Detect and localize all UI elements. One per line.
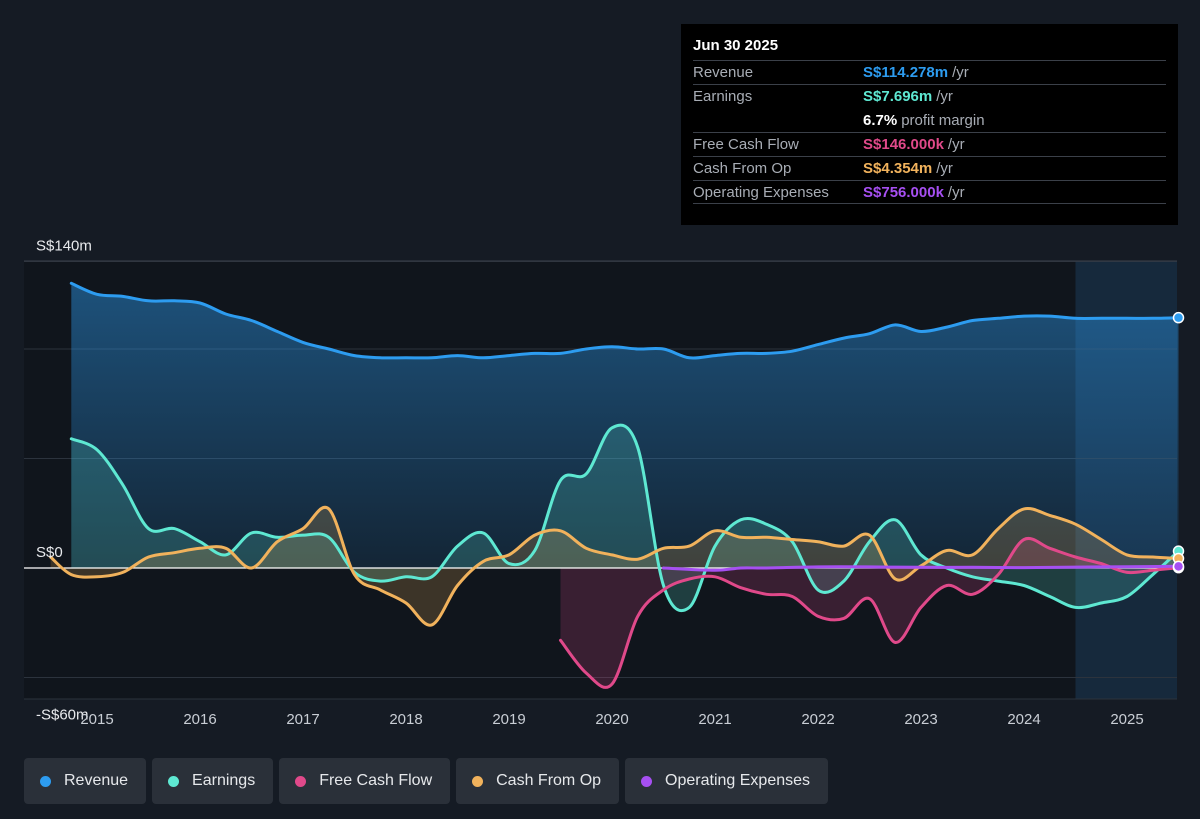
- x-tick-label: 2017: [286, 711, 319, 728]
- legend-label: Cash From Op: [496, 772, 602, 789]
- legend-dot-icon: [40, 775, 51, 787]
- operating-expenses-endpoint[interactable]: [1172, 560, 1185, 573]
- tooltip-row: 6.7% profit margin: [693, 108, 1166, 132]
- tooltip-date: Jun 30 2025: [693, 37, 779, 54]
- legend-dot-icon: [168, 775, 180, 787]
- earnings-area: [71, 425, 1179, 611]
- tooltip-row-value: S$114.278m: [863, 64, 949, 81]
- x-tick-label: 2016: [183, 711, 216, 728]
- tooltip-row-value: S$7.696m: [863, 88, 933, 105]
- revenue-line: [69, 281, 1180, 360]
- legend-item-earnings[interactable]: Earnings: [152, 758, 274, 804]
- x-tick-label: 2023: [904, 711, 937, 728]
- tooltip-row: Operating Expenses S$756.000k/yr: [693, 180, 1166, 204]
- tooltip-row-unit: /yr: [936, 88, 953, 105]
- legend-dot-icon: [641, 775, 653, 787]
- legend-item-revenue[interactable]: Revenue: [24, 758, 147, 804]
- cash-from-op-area: [50, 507, 1179, 626]
- x-tick-label: 2018: [389, 711, 422, 728]
- x-tick-label: 2019: [492, 711, 525, 728]
- legend-dot-icon: [472, 775, 484, 787]
- tooltip-row-unit: /yr: [936, 160, 953, 177]
- tooltip-row: Earnings S$7.696m/yr: [693, 84, 1166, 108]
- chart-area: S$140m S$0 -S$60m 2015 2016 2017 2018 2019 2020…: [24, 237, 1185, 728]
- series-lines: [49, 281, 1180, 689]
- y-axis-labels: S$140m S$0 -S$60m: [36, 237, 92, 723]
- x-tick-label: 2015: [80, 711, 113, 728]
- x-tick-label: 2025: [1110, 711, 1143, 728]
- legend-label: Revenue: [64, 772, 129, 789]
- legend-item-cash-from-op[interactable]: Cash From Op: [456, 758, 620, 804]
- cash-from-op-line: [49, 505, 1180, 627]
- y-tick-label: -S$60m: [36, 706, 89, 723]
- tooltip-row-label: Operating Expenses: [693, 183, 829, 201]
- x-tick-label: 2021: [698, 711, 731, 728]
- legend: Revenue Earnings Free Cash Flow Cash From O…: [24, 758, 829, 804]
- operating-expenses-line: [662, 564, 1180, 572]
- tooltip-row: Revenue S$114.278m/yr: [693, 60, 1166, 84]
- revenue-endpoint[interactable]: [1172, 311, 1185, 324]
- tooltip-row: Cash From Op S$4.354m/yr: [693, 156, 1166, 180]
- tooltip-row-unit: /yr: [947, 183, 965, 201]
- legend-item-free-cash-flow[interactable]: Free Cash Flow: [279, 758, 451, 804]
- x-tick-label: 2024: [1007, 711, 1040, 728]
- tooltip-row-value: S$756.000k: [863, 183, 944, 201]
- legend-label: Free Cash Flow: [319, 772, 433, 789]
- tooltip-row-value: S$4.354m: [863, 160, 933, 177]
- tooltip-row-unit: /yr: [952, 64, 969, 81]
- legend-item-operating-expenses[interactable]: Operating Expenses: [625, 758, 829, 804]
- x-tick-label: 2020: [595, 711, 628, 728]
- tooltip-row: Free Cash Flow S$146.000k/yr: [693, 132, 1166, 156]
- series-endpoints: [1172, 311, 1185, 574]
- tooltip-row-label: Revenue: [693, 64, 754, 81]
- tooltip-row-label: Earnings: [693, 88, 753, 105]
- legend-label: Operating Expenses: [665, 772, 811, 789]
- y-tick-label: S$0: [36, 544, 63, 561]
- tooltip-row-value: S$146.000k: [863, 136, 944, 153]
- tooltip: Jun 30 2025 Revenue S$114.278m/yr Earnings…: [681, 24, 1178, 225]
- y-tick-label: S$140m: [36, 237, 92, 254]
- free-cash-flow-line: [559, 536, 1180, 689]
- tooltip-row-value: 6.7%: [863, 111, 898, 129]
- tooltip-row-label: Free Cash Flow: [693, 136, 799, 153]
- legend-label: Earnings: [192, 772, 256, 789]
- legend-dot-icon: [295, 775, 307, 787]
- tooltip-row-unit: /yr: [947, 136, 965, 153]
- tooltip-row-label: Cash From Op: [693, 160, 792, 177]
- x-axis-labels: 2015 2016 2017 2018 2019 2020 2021 2022 2023 2024…: [80, 711, 1143, 728]
- tooltip-row-unit: profit margin: [901, 111, 985, 129]
- x-tick-label: 2022: [801, 711, 834, 728]
